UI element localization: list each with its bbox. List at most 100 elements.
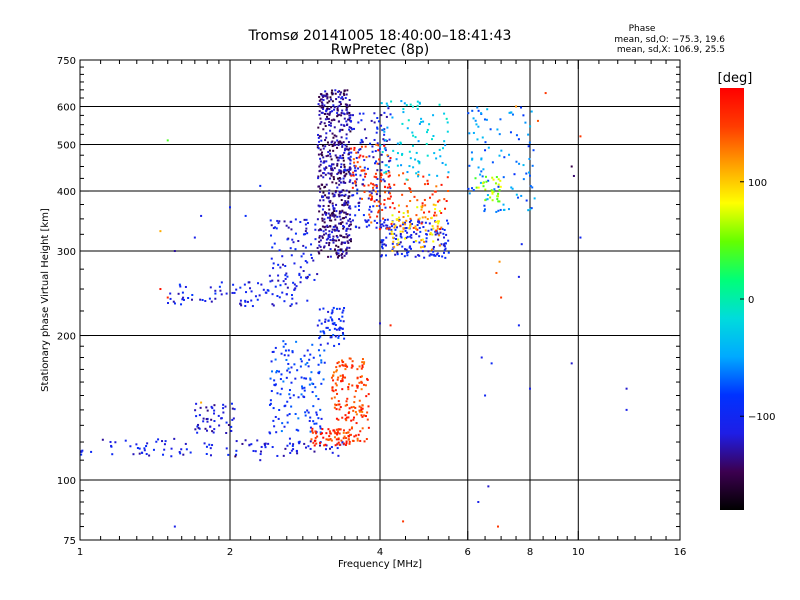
echo-point xyxy=(370,198,373,201)
echo-point xyxy=(375,160,378,163)
echo-point xyxy=(418,221,421,224)
echo-point xyxy=(327,197,330,200)
echo-point xyxy=(426,154,429,157)
echo-point xyxy=(330,439,333,442)
echo-point xyxy=(248,444,251,447)
echo-point xyxy=(409,235,412,238)
echo-point xyxy=(324,125,327,128)
echo-point xyxy=(323,226,326,229)
echo-point xyxy=(349,223,352,226)
echo-point xyxy=(332,235,335,238)
echo-point xyxy=(373,112,376,115)
echo-point xyxy=(440,226,443,229)
echo-point xyxy=(355,226,358,229)
echo-point xyxy=(405,226,408,229)
echo-point xyxy=(387,175,390,178)
echo-point xyxy=(346,112,349,115)
echo-point xyxy=(322,191,325,194)
echo-point xyxy=(334,144,337,147)
echo-point xyxy=(527,209,530,212)
echo-point xyxy=(496,198,499,201)
echo-point xyxy=(345,233,348,236)
echo-point xyxy=(166,296,169,299)
echo-point xyxy=(332,104,335,107)
echo-point xyxy=(357,167,360,170)
echo-point xyxy=(499,179,502,182)
echo-point xyxy=(348,126,351,129)
echo-point xyxy=(233,408,236,411)
echo-point xyxy=(300,360,303,363)
echo-point xyxy=(308,358,311,361)
echo-point xyxy=(345,189,348,192)
echo-point xyxy=(361,404,364,407)
echo-point xyxy=(302,252,305,255)
echo-point xyxy=(422,120,425,123)
echo-point xyxy=(317,398,320,401)
echo-point xyxy=(402,108,405,111)
echo-point xyxy=(318,308,321,311)
echo-point xyxy=(340,163,343,166)
echo-point xyxy=(205,418,208,421)
echo-point xyxy=(373,219,376,222)
echo-point xyxy=(326,101,329,104)
echo-point xyxy=(331,192,334,195)
echo-point xyxy=(345,248,348,251)
echo-point xyxy=(348,191,351,194)
echo-point xyxy=(259,184,262,187)
echo-point xyxy=(322,378,325,381)
echo-point xyxy=(471,187,474,190)
echo-point xyxy=(200,401,203,404)
echo-point xyxy=(306,232,309,235)
echo-point xyxy=(351,360,354,363)
echo-point xyxy=(295,450,298,453)
echo-point xyxy=(515,105,518,108)
echo-point xyxy=(166,139,169,142)
echo-point xyxy=(345,431,348,434)
echo-point xyxy=(340,211,343,214)
echo-point xyxy=(359,197,362,200)
echo-point xyxy=(401,122,404,125)
echo-point xyxy=(398,210,401,213)
echo-point xyxy=(341,109,344,112)
echo-point xyxy=(344,437,347,440)
echo-point xyxy=(405,178,408,181)
echo-point xyxy=(322,128,325,131)
echo-point xyxy=(487,179,490,182)
echo-point xyxy=(356,192,359,195)
echo-point xyxy=(341,253,344,256)
echo-point xyxy=(324,448,327,451)
echo-point xyxy=(384,149,387,152)
echo-point xyxy=(431,138,434,141)
echo-point xyxy=(496,195,499,198)
echo-point xyxy=(321,235,324,238)
echo-point xyxy=(284,277,287,280)
echo-point xyxy=(343,149,346,152)
echo-point xyxy=(337,454,340,457)
echo-point xyxy=(383,144,386,147)
echo-point xyxy=(324,225,327,228)
echo-point xyxy=(374,162,377,165)
echo-point xyxy=(370,119,373,122)
echo-point xyxy=(409,225,412,228)
echo-point xyxy=(348,151,351,154)
echo-point xyxy=(432,134,435,137)
echo-point xyxy=(349,167,352,170)
echo-point xyxy=(314,386,317,389)
echo-point xyxy=(304,411,307,414)
echo-point xyxy=(293,288,296,291)
echo-point xyxy=(364,175,367,178)
stats-line-o: mean, sd,O: −75.3, 19.6 xyxy=(614,35,725,45)
echo-point xyxy=(434,204,437,207)
echo-point xyxy=(279,378,282,381)
echo-point xyxy=(213,412,216,415)
echo-point xyxy=(522,114,525,117)
echo-point xyxy=(393,226,396,229)
echo-point xyxy=(420,117,423,120)
echo-point xyxy=(288,442,291,445)
echo-point xyxy=(391,233,394,236)
echo-point xyxy=(338,100,341,103)
echo-point xyxy=(487,485,490,488)
echo-point xyxy=(341,359,344,362)
echo-point xyxy=(405,236,408,239)
